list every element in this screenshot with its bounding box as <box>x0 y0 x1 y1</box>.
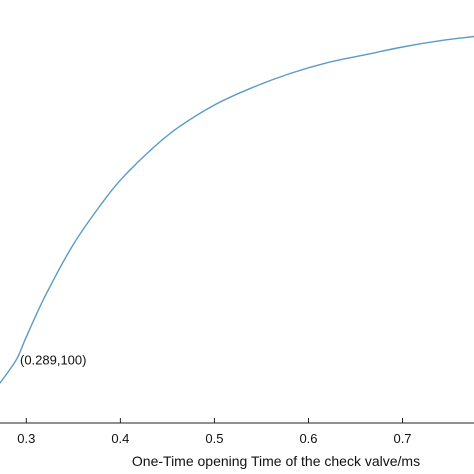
plot-area <box>0 35 474 385</box>
x-tick-label: 0.3 <box>17 431 35 446</box>
x-tick-label: 0.4 <box>111 431 129 446</box>
series-line-0 <box>0 35 474 385</box>
x-tick-label: 0.5 <box>205 431 223 446</box>
data-point-annotation-0: (0.289,100) <box>20 352 87 367</box>
x-tick-label: 0.6 <box>299 431 317 446</box>
x-tick-labels: 0.3 0.4 0.5 0.6 0.7 <box>17 431 411 446</box>
x-axis-title: One-Time opening Time of the check valve… <box>132 453 420 469</box>
x-tick-label: 0.7 <box>393 431 411 446</box>
x-axis <box>0 418 474 424</box>
annotations: (0.289,100)(0 <box>20 352 87 367</box>
